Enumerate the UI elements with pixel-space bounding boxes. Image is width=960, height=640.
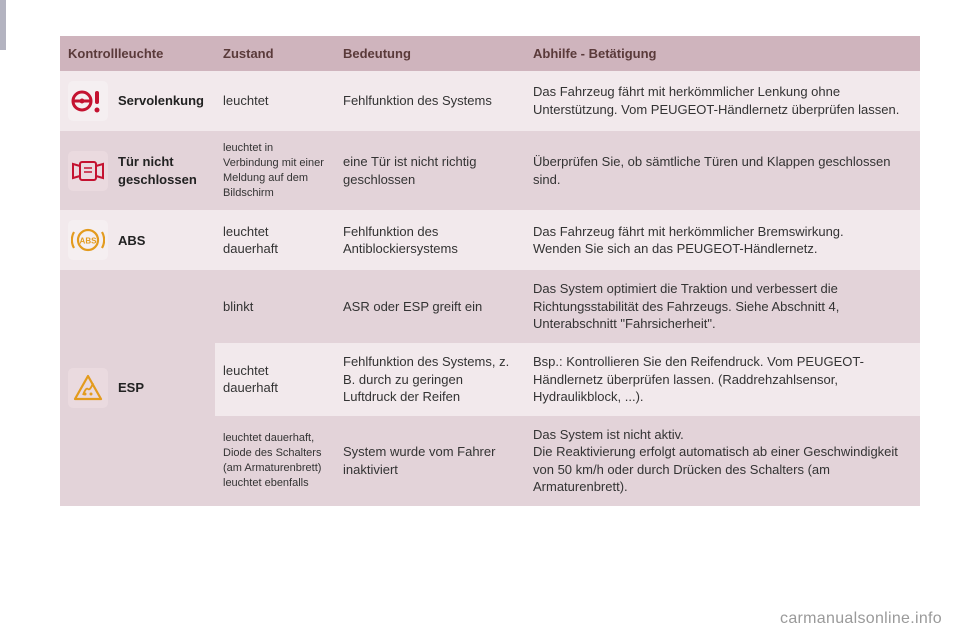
row-fix: Das Fahrzeug fährt mit herkömmlicher Len… [525,71,920,131]
icon-tuer [60,131,110,210]
row-state: leuchtet dauerhaft [215,210,335,270]
row-meaning: Fehlfunktion des Antiblockiersystems [335,210,525,270]
col-bedeutung: Bedeutung [335,36,525,71]
row-fix: Überprüfen Sie, ob sämtliche Türen und K… [525,131,920,210]
row-label: Servolenkung [110,71,215,131]
table-row: Tür nicht geschlossen leuchtet in Verbin… [60,131,920,210]
row-label: ABS [110,210,215,270]
row-state: leuchtet dauerhaft [215,343,335,416]
icon-abs: ABS [60,210,110,270]
row-label: Tür nicht geschlossen [110,131,215,210]
row-meaning: eine Tür ist nicht richtig geschlossen [335,131,525,210]
watermark-text: carmanualsonline.info [780,610,942,628]
door-open-icon [71,158,105,184]
row-meaning: Fehlfunktion des Systems, z. B. durch zu… [335,343,525,416]
table-row: Servolenkung leuchtet Fehlfunktion des S… [60,71,920,131]
col-abhilfe: Abhilfe - Betätigung [525,36,920,71]
page-side-marker [0,0,6,50]
abs-icon: ABS [71,225,105,255]
table-row: ABS ABS leuchtet dauerhaft Fehlfunktion … [60,210,920,270]
row-state: leuchtet [215,71,335,131]
row-fix: Das System optimiert die Traktion und ve… [525,270,920,343]
col-kontrollleuchte: Kontrollleuchte [60,36,215,71]
row-fix: Bsp.: Kontrollieren Sie den Reifendruck.… [525,343,920,416]
table-row: ESP blinkt ASR oder ESP greift ein Das S… [60,270,920,343]
icon-servolenkung [60,71,110,131]
row-state: blinkt [215,270,335,343]
row-fix: Das Fahrzeug fährt mit herkömmlicher Bre… [525,210,920,270]
icon-esp [60,270,110,505]
warning-lights-table: Kontrollleuchte Zustand Bedeutung Abhilf… [60,36,920,506]
esp-triangle-icon [72,373,104,403]
page-content: Kontrollleuchte Zustand Bedeutung Abhilf… [0,0,960,506]
row-state: leuchtet in Verbindung mit einer Meldung… [215,131,335,210]
row-label: ESP [110,270,215,505]
svg-text:ABS: ABS [80,237,98,246]
row-meaning: System wurde vom Fahrer inaktiviert [335,416,525,506]
row-state: leuchtet dauerhaft, Diode des Schalters … [215,416,335,506]
table-header-row: Kontrollleuchte Zustand Bedeutung Abhilf… [60,36,920,71]
row-meaning: Fehlfunktion des Systems [335,71,525,131]
row-fix: Das System ist nicht aktiv. Die Reaktivi… [525,416,920,506]
row-meaning: ASR oder ESP greift ein [335,270,525,343]
steering-wheel-icon [71,86,105,116]
col-zustand: Zustand [215,36,335,71]
